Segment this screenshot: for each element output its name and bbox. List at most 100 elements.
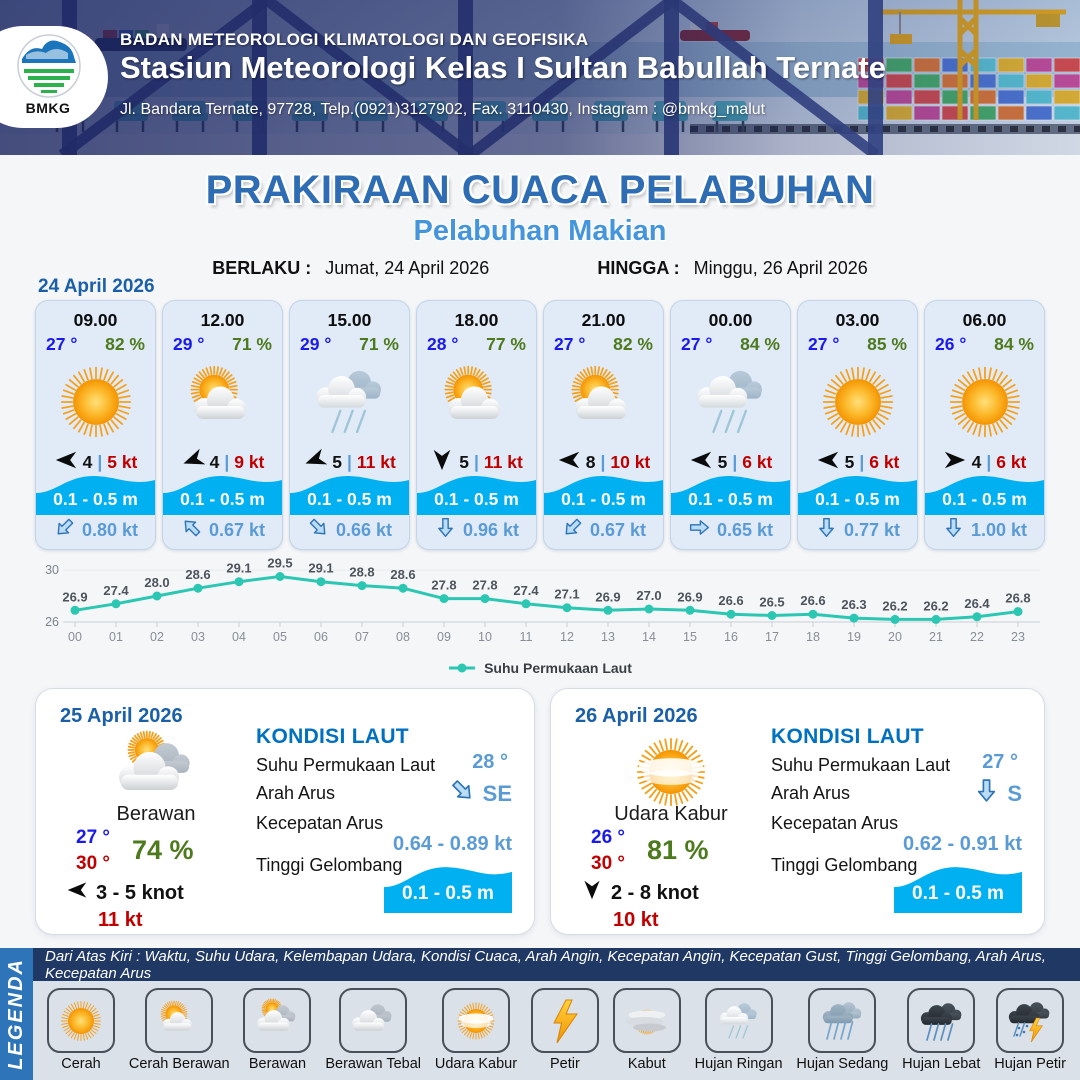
svg-text:15: 15 xyxy=(683,630,697,644)
hujan-ringan-icon xyxy=(290,356,409,448)
wave-height: 0.1 - 0.5 m xyxy=(688,489,773,509)
svg-text:07: 07 xyxy=(355,630,369,644)
wind-direction-arrow xyxy=(943,448,967,477)
svg-text:27.8: 27.8 xyxy=(431,578,456,593)
wind-direction-arrow xyxy=(430,448,454,477)
bmkg-logo-icon xyxy=(17,34,81,98)
current-direction-arrow xyxy=(561,516,584,544)
day2-date: 25 April 2026 xyxy=(60,705,183,727)
day2-wind: 3 - 5 knot xyxy=(66,879,184,907)
legenda-strip: LEGENDA xyxy=(0,948,33,1080)
tinggi-gelombang-label: Tinggi Gelombang xyxy=(771,855,918,875)
day3-card: 26 April 2026 Udara Kabur 26 ° 30 ° 81 %… xyxy=(550,688,1045,935)
sst-label: Suhu Permukaan Laut xyxy=(256,755,436,775)
svg-text:20: 20 xyxy=(888,630,902,644)
gust-separator: | xyxy=(986,452,992,472)
hour-card: 00.00 27 ° 84 % 5 | 6 kt 0.1 - 0.5 m 0.6… xyxy=(670,300,791,550)
day2-sst-value: 28 ° xyxy=(472,751,508,773)
wave-height: 0.1 - 0.5 m xyxy=(180,489,265,509)
hour-wind: 4 | 9 kt xyxy=(163,448,282,477)
svg-text:16: 16 xyxy=(724,630,738,644)
day2-wave-height: 0.1 - 0.5 m xyxy=(402,883,494,904)
agency-name: BADAN METEOROLOGI KLIMATOLOGI DAN GEOFIS… xyxy=(120,30,589,49)
hour-card: 03.00 27 ° 85 % 5 | 6 kt 0.1 - 0.5 m 0.7… xyxy=(797,300,918,550)
wind-direction-arrow xyxy=(303,448,328,477)
hour-humidity: 77 % xyxy=(486,334,526,354)
wind-speed: 4 xyxy=(82,452,93,472)
legend-berawan-tebal-icon xyxy=(339,988,408,1053)
gust-separator: | xyxy=(859,452,865,472)
wave-height: 0.1 - 0.5 m xyxy=(942,489,1027,509)
current-direction-arrow xyxy=(449,777,476,810)
sst-chart: 30 26 26.9 00 27.4 01 28.0 02 28.6 03 29.1 04 29.5 05… xyxy=(35,556,1045,648)
legend-udara-kabur-icon xyxy=(441,988,510,1053)
hour-humidity: 71 % xyxy=(232,334,272,354)
berlaku-label: BERLAKU : xyxy=(212,258,312,278)
wind-direction-arrow xyxy=(581,879,603,907)
gust-speed: 6 kt xyxy=(869,452,900,472)
wind-speed: 5 xyxy=(459,452,469,472)
svg-text:11: 11 xyxy=(520,630,533,644)
cerah-berawan-icon xyxy=(163,356,282,448)
gust-separator: | xyxy=(732,452,738,472)
hour-current: 0.67 kt xyxy=(544,516,663,544)
legend-item-label: Berawan xyxy=(248,1056,307,1072)
svg-text:09: 09 xyxy=(437,630,451,644)
current-direction-arrow xyxy=(434,516,457,544)
svg-text:27.4: 27.4 xyxy=(103,583,129,598)
day3-wind-speed: 2 - 8 knot xyxy=(611,881,699,904)
legend-item: Cerah Berawan xyxy=(129,988,230,1080)
current-direction-arrow xyxy=(942,516,965,544)
legend-item: Berawan xyxy=(243,988,312,1080)
gust-separator: | xyxy=(346,452,352,472)
day2-current-speed: 0.64 - 0.89 kt xyxy=(393,833,512,855)
hour-temperature: 27 ° xyxy=(681,334,713,354)
day3-temp-max: 30 ° xyxy=(591,853,626,874)
arah-arus-label: Arah Arus xyxy=(771,783,851,803)
hour-current: 0.65 kt xyxy=(671,516,790,544)
hour-time: 06.00 xyxy=(962,310,1007,330)
day3-wave-height: 0.1 - 0.5 m xyxy=(912,883,1004,904)
svg-text:03: 03 xyxy=(191,630,205,644)
hour-card: 18.00 28 ° 77 % 5 | 11 kt 0.1 - 0.5 m 0.… xyxy=(416,300,537,550)
svg-text:26.5: 26.5 xyxy=(759,595,784,610)
svg-text:29.1: 29.1 xyxy=(226,561,251,576)
day2-wave-badge: 0.1 - 0.5 m xyxy=(384,859,512,913)
day3-sst-value: 27 ° xyxy=(982,751,1018,773)
svg-text:29.1: 29.1 xyxy=(308,561,333,576)
gust-speed: 5 kt xyxy=(107,452,138,472)
svg-text:22: 22 xyxy=(970,630,984,644)
wave-height-band: 0.1 - 0.5 m xyxy=(163,469,282,515)
legend-petir-icon xyxy=(530,988,599,1053)
legend-hujan-petir-icon xyxy=(996,988,1065,1053)
bmkg-logo: BMKG xyxy=(0,26,108,128)
day3-gust: 10 kt xyxy=(613,909,659,931)
legend-item-label: Kabut xyxy=(627,1056,666,1072)
wave-height-band: 0.1 - 0.5 m xyxy=(36,469,155,515)
hingga-label: HINGGA : xyxy=(597,258,680,278)
legend-item: Hujan Lebat xyxy=(902,988,980,1080)
wave-height-band: 0.1 - 0.5 m xyxy=(544,469,663,515)
arah-arus-label: Arah Arus xyxy=(256,783,336,803)
hour-time: 03.00 xyxy=(835,310,880,330)
day3-wave-badge: 0.1 - 0.5 m xyxy=(894,859,1022,913)
hour-time: 15.00 xyxy=(327,310,372,330)
legenda-title: LEGENDA xyxy=(5,958,27,1070)
wave-height: 0.1 - 0.5 m xyxy=(307,489,392,509)
gust-speed: 11 kt xyxy=(483,452,523,472)
day3-current-speed: 0.62 - 0.91 kt xyxy=(903,833,1022,855)
svg-text:28.8: 28.8 xyxy=(349,565,374,580)
svg-text:26.9: 26.9 xyxy=(595,589,620,604)
wave-height-band: 0.1 - 0.5 m xyxy=(290,469,409,515)
day2-gust: 11 kt xyxy=(98,909,143,931)
hour-temperature: 26 ° xyxy=(935,334,967,354)
hujan-ringan-icon xyxy=(671,356,790,448)
svg-text:12: 12 xyxy=(560,630,574,644)
svg-text:17: 17 xyxy=(765,630,779,644)
svg-text:26: 26 xyxy=(45,615,59,629)
legend-hujan-lebat-icon xyxy=(907,988,976,1053)
svg-text:26.4: 26.4 xyxy=(964,596,990,611)
day2-current-dir-label: SE xyxy=(482,780,512,806)
hour-humidity: 84 % xyxy=(740,334,780,354)
page-title: PRAKIRAAN CUACA PELABUHAN xyxy=(205,168,875,212)
